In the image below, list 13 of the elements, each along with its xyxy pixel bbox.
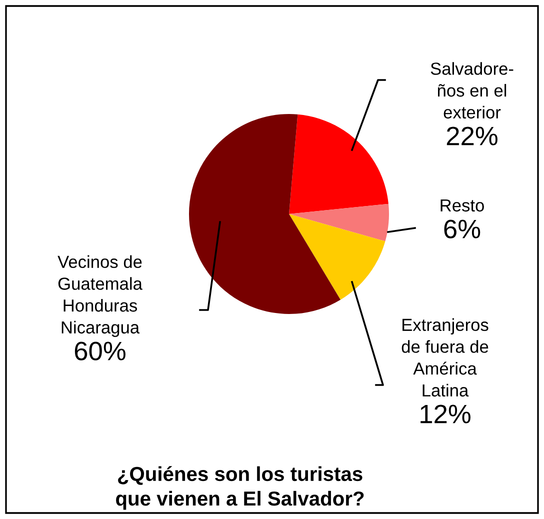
slice-label: Extranjeros de fuera de América Latina [402,318,488,397]
data-label: 12% [420,404,470,424]
pie-slice [289,204,389,242]
data-label: 6% [444,220,480,238]
pie-slice [189,114,341,314]
slice-label: Salvadore- ños en el exterior [430,62,514,119]
slice-label: Vecinos de Guatemala Honduras Nicaragua [58,255,142,337]
text: ¿Quiénes son los turistas que vienen a El Salvador? [116,466,364,510]
slice-label: Resto [440,199,484,212]
data-label: 60% [74,342,126,360]
data-label: 22% [446,126,498,146]
pie-slice [289,114,388,214]
pie-slice [289,214,386,300]
